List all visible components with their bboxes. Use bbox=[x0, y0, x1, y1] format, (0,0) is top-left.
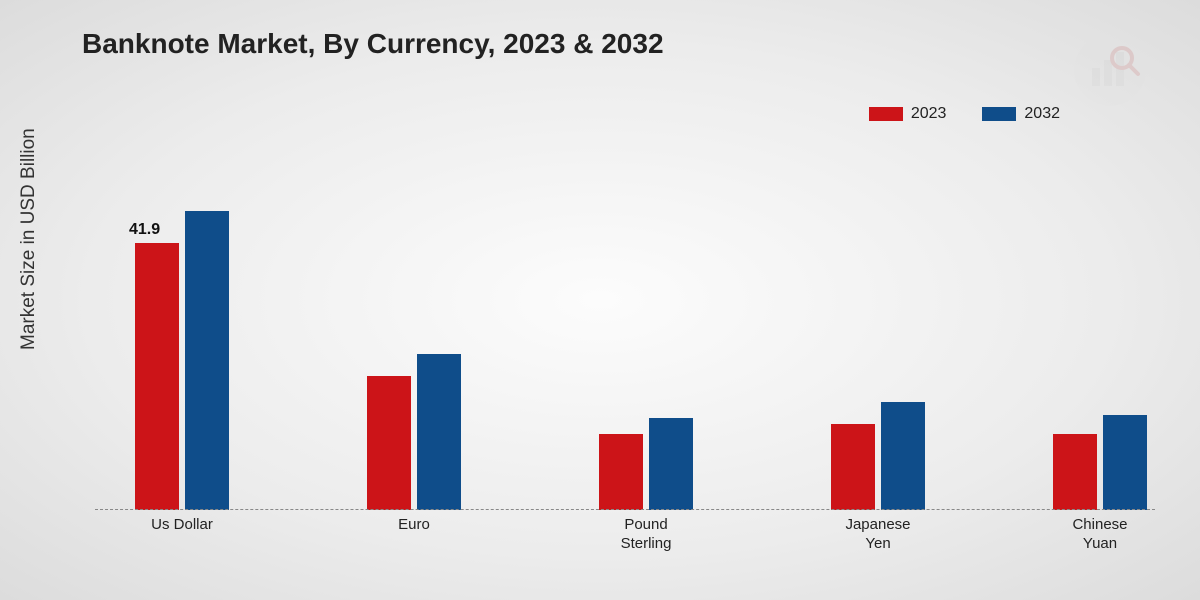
legend-item-2023: 2023 bbox=[869, 105, 947, 123]
x-axis-category-label: Euro bbox=[349, 516, 479, 535]
legend-swatch-2032 bbox=[982, 107, 1016, 121]
x-axis-category-label: PoundSterling bbox=[581, 516, 711, 554]
x-axis-category-label: ChineseYuan bbox=[1035, 516, 1165, 554]
x-axis-category-label: JapaneseYen bbox=[813, 516, 943, 554]
watermark-logo-icon bbox=[1070, 30, 1150, 115]
chart-title: Banknote Market, By Currency, 2023 & 203… bbox=[82, 28, 664, 60]
plot-area: 41.9 bbox=[95, 160, 1155, 510]
bar-2032 bbox=[649, 418, 693, 510]
legend-label-2032: 2032 bbox=[1024, 105, 1060, 123]
bar-group bbox=[1035, 415, 1165, 510]
legend-swatch-2023 bbox=[869, 107, 903, 121]
bar-2023 bbox=[1053, 434, 1097, 510]
bar-2023 bbox=[599, 434, 643, 510]
chart-container: Banknote Market, By Currency, 2023 & 203… bbox=[0, 0, 1200, 600]
bar-2023 bbox=[831, 424, 875, 510]
bar-2032 bbox=[1103, 415, 1147, 510]
x-axis-category-label: Us Dollar bbox=[117, 516, 247, 535]
bar-2023 bbox=[135, 243, 179, 510]
bar-2032 bbox=[417, 354, 461, 510]
x-axis-labels: Us DollarEuroPoundSterlingJapaneseYenChi… bbox=[95, 516, 1155, 556]
bar-2023 bbox=[367, 376, 411, 510]
bar-group: 41.9 bbox=[117, 211, 247, 510]
y-axis-label: Market Size in USD Billion bbox=[18, 128, 40, 350]
bar-group bbox=[581, 418, 711, 510]
x-axis-baseline bbox=[95, 509, 1155, 510]
bar-2032 bbox=[881, 402, 925, 510]
legend-label-2023: 2023 bbox=[911, 105, 947, 123]
bar-group bbox=[813, 402, 943, 510]
legend-item-2032: 2032 bbox=[982, 105, 1060, 123]
bar-value-label: 41.9 bbox=[129, 221, 160, 239]
legend: 2023 2032 bbox=[869, 105, 1060, 123]
bar-group bbox=[349, 354, 479, 510]
bar-2032 bbox=[185, 211, 229, 510]
